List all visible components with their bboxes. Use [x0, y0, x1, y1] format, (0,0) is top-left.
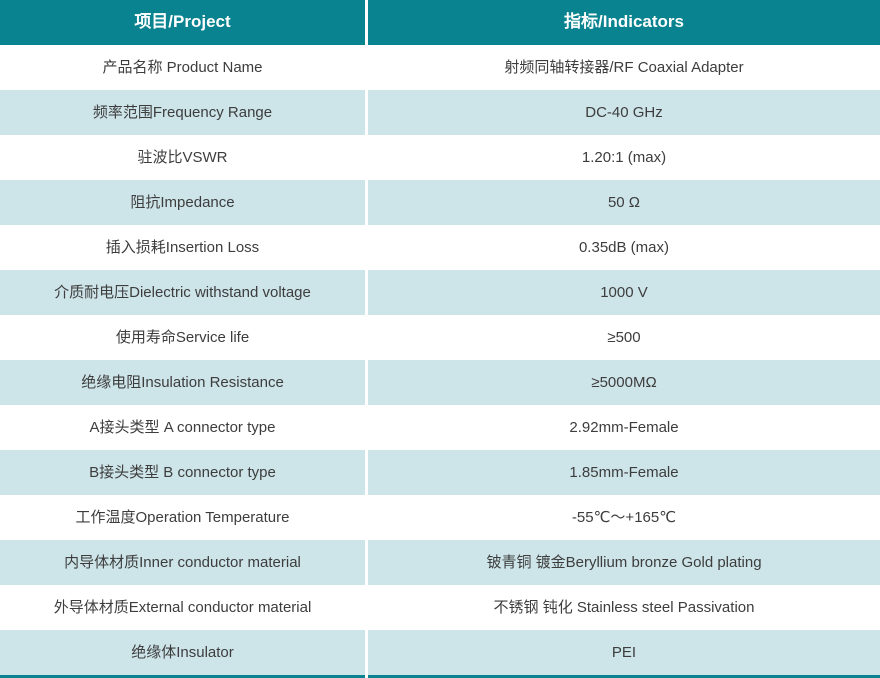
project-cell: 绝缘体Insulator: [131, 643, 234, 661]
column-divider: [365, 585, 368, 630]
bottom-strip-left: [0, 675, 365, 678]
table-row: 绝缘体Insulator PEI: [0, 630, 880, 675]
table-body: 产品名称 Product Name 射频同轴转接器/RF Coaxial Ada…: [0, 45, 880, 675]
project-cell: 插入损耗Insertion Loss: [105, 238, 260, 256]
indicator-cell: 0.35dB (max): [578, 238, 670, 256]
project-cell: 内导体材质Inner conductor material: [64, 553, 301, 571]
table-row: 产品名称 Product Name 射频同轴转接器/RF Coaxial Ada…: [0, 45, 880, 90]
indicator-cell: 射频同轴转接器/RF Coaxial Adapter: [504, 58, 744, 76]
column-divider: [365, 630, 368, 675]
bottom-accent-strip: [0, 675, 880, 678]
header-indicator: 指标/Indicators: [564, 12, 684, 32]
indicator-cell: ≥5000MΩ: [591, 373, 657, 391]
indicator-cell: ≥500: [607, 328, 641, 346]
column-divider: [365, 360, 368, 405]
column-divider: [365, 540, 368, 585]
project-cell: 使用寿命Service life: [115, 328, 250, 346]
table-row: 阻抗Impedance 50 Ω: [0, 180, 880, 225]
table-row: 工作温度Operation Temperature -55℃～+165℃: [0, 495, 880, 540]
project-cell: 驻波比VSWR: [137, 148, 228, 166]
table-row: A接头类型 A connector type 2.92mm-Female: [0, 405, 880, 450]
column-divider: [365, 675, 368, 678]
table-row: 外导体材质External conductor material 不锈钢 钝化 …: [0, 585, 880, 630]
header-project: 项目/Project: [134, 12, 231, 32]
column-divider: [365, 270, 368, 315]
column-divider: [365, 405, 368, 450]
indicator-cell: PEI: [611, 643, 637, 661]
project-cell: 产品名称 Product Name: [102, 58, 263, 76]
project-cell: 工作温度Operation Temperature: [75, 508, 290, 526]
column-divider: [365, 495, 368, 540]
column-divider: [365, 0, 368, 45]
table-row: 驻波比VSWR 1.20:1 (max): [0, 135, 880, 180]
column-divider: [365, 135, 368, 180]
indicator-cell: 铍青铜 镀金Beryllium bronze Gold plating: [486, 553, 762, 571]
table-row: 插入损耗Insertion Loss 0.35dB (max): [0, 225, 880, 270]
project-cell: 绝缘电阻Insulation Resistance: [81, 373, 284, 391]
column-divider: [365, 225, 368, 270]
column-divider: [365, 90, 368, 135]
table-row: 绝缘电阻Insulation Resistance ≥5000MΩ: [0, 360, 880, 405]
table-row: 介质耐电压Dielectric withstand voltage 1000 V: [0, 270, 880, 315]
table-row: 内导体材质Inner conductor material 铍青铜 镀金Bery…: [0, 540, 880, 585]
project-cell: 阻抗Impedance: [130, 193, 235, 211]
project-cell: 介质耐电压Dielectric withstand voltage: [54, 283, 311, 301]
column-divider: [365, 180, 368, 225]
indicator-cell: -55℃～+165℃: [571, 508, 677, 526]
column-divider: [365, 45, 368, 90]
column-divider: [365, 450, 368, 495]
table-header-row: 项目/Project 指标/Indicators: [0, 0, 880, 45]
table-row: B接头类型 B connector type 1.85mm-Female: [0, 450, 880, 495]
indicator-cell: 1.20:1 (max): [581, 148, 667, 166]
indicator-cell: 不锈钢 钝化 Stainless steel Passivation: [493, 598, 755, 616]
indicator-cell: 2.92mm-Female: [569, 418, 679, 436]
project-cell: A接头类型 A connector type: [89, 418, 276, 436]
indicator-cell: 50 Ω: [607, 193, 641, 211]
bottom-strip-right: [368, 675, 880, 678]
table-row: 使用寿命Service life ≥500: [0, 315, 880, 360]
column-divider: [365, 315, 368, 360]
indicator-cell: 1.85mm-Female: [569, 463, 679, 481]
table-row: 频率范围Frequency Range DC-40 GHz: [0, 90, 880, 135]
project-cell: 频率范围Frequency Range: [92, 103, 273, 121]
indicator-cell: 1000 V: [600, 283, 648, 301]
project-cell: 外导体材质External conductor material: [53, 598, 312, 616]
project-cell: B接头类型 B connector type: [89, 463, 276, 481]
indicator-cell: DC-40 GHz: [585, 103, 663, 121]
